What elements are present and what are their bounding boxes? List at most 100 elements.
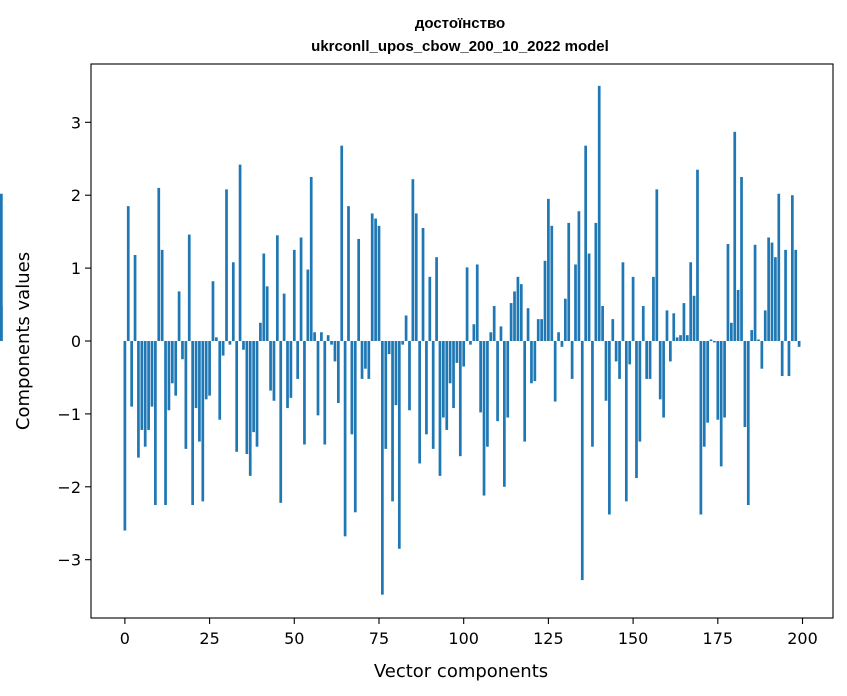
bar-176 [719,341,723,467]
bar-52 [299,237,303,341]
y-tick-label: −1 [57,405,81,424]
bar-8 [150,341,154,407]
bar-80 [394,341,398,406]
bar-153 [641,306,645,341]
bar-133 [574,264,577,341]
bars-group [0,85,801,595]
bar-15 [174,341,178,396]
bar-99 [458,341,462,457]
x-tick-label: 150 [618,629,649,648]
bar-135 [580,341,584,581]
bar-168 [692,295,696,341]
bar-64 [340,145,344,341]
bar-97 [452,341,455,409]
bar-190 [767,237,770,341]
bar-138 [591,341,594,447]
bar-146 [618,341,621,379]
bar-93 [438,341,442,476]
bar-115 [513,291,516,341]
bar-78 [387,341,391,355]
bar-51 [296,341,300,379]
y-tick-label: 1 [71,259,81,278]
bar-49 [289,341,293,398]
bar-160 [665,310,669,341]
bar-185 [750,330,754,341]
bar-172 [706,341,709,423]
bar-106 [482,341,486,496]
bar-79 [391,341,394,502]
bar-37 [248,341,252,476]
bar-171 [702,341,706,447]
chart-title: достоїнство [415,15,505,32]
bar-77 [384,341,388,449]
y-axis-ticks: −3 −2 −1 0 1 2 3 [57,113,91,570]
x-axis-label: Vector components [374,661,548,682]
bar-143 [608,341,611,515]
bar-101 [465,267,469,341]
bar-59 [323,341,327,445]
bar-173 [709,339,713,341]
bar-178 [726,244,730,341]
bar-121 [533,341,537,382]
bar-162 [672,313,676,341]
bar-22 [198,341,201,442]
bar-161 [669,341,672,362]
bar-40 [259,322,262,341]
bar-196 [787,341,791,376]
bar-112 [503,341,506,487]
bar-179 [730,322,733,341]
bar-75 [377,225,381,341]
bar-163 [675,337,679,341]
bar-124 [543,260,547,341]
bar-69 [357,238,361,341]
bar-148 [624,341,628,502]
bar-140 [597,85,601,342]
y-tick-label: −2 [57,478,81,497]
bar-187 [757,339,760,341]
bar-11 [160,249,164,341]
bar-73 [370,213,374,341]
bar-145 [614,341,618,362]
bar-74 [374,218,377,341]
y-tick-label: 3 [71,113,81,132]
y-tick-label: −3 [57,551,81,570]
bar-167 [689,262,693,341]
bar-110 [496,341,499,422]
bar-166 [685,335,689,341]
x-tick-label: 75 [369,629,389,648]
bar-141 [601,306,604,341]
bar-117 [519,284,523,341]
bar-104 [475,264,479,341]
bar-149 [628,341,632,365]
bar-191 [770,242,774,341]
bar-27 [215,337,218,341]
bar-181 [736,289,740,341]
bar-174 [713,341,716,343]
bar-83 [404,315,408,341]
x-tick-label: 100 [448,629,479,648]
bar-100 [462,341,466,367]
bar-194 [780,341,784,376]
bar-61 [330,341,333,345]
bar-33 [235,341,239,452]
bar-186 [753,244,757,341]
bar-0 [123,341,127,531]
bar-67 [350,341,354,435]
bar-91 [431,341,435,449]
bar-125 [547,198,550,341]
bar-94 [442,341,445,418]
bar-105 [479,341,482,413]
bar-128 [557,332,560,341]
x-tick-label: 0 [120,629,130,648]
bar-3 [133,254,137,341]
bar-82 [401,341,405,345]
bar-54 [306,269,310,341]
bar-44 [272,341,276,401]
bar-109 [492,306,496,341]
bar-65 [343,341,347,537]
x-tick-label: 25 [199,629,219,648]
bar-34 [238,164,242,341]
bar-193 [777,193,781,341]
bar-43 [269,341,272,391]
bar-76 [381,341,384,595]
